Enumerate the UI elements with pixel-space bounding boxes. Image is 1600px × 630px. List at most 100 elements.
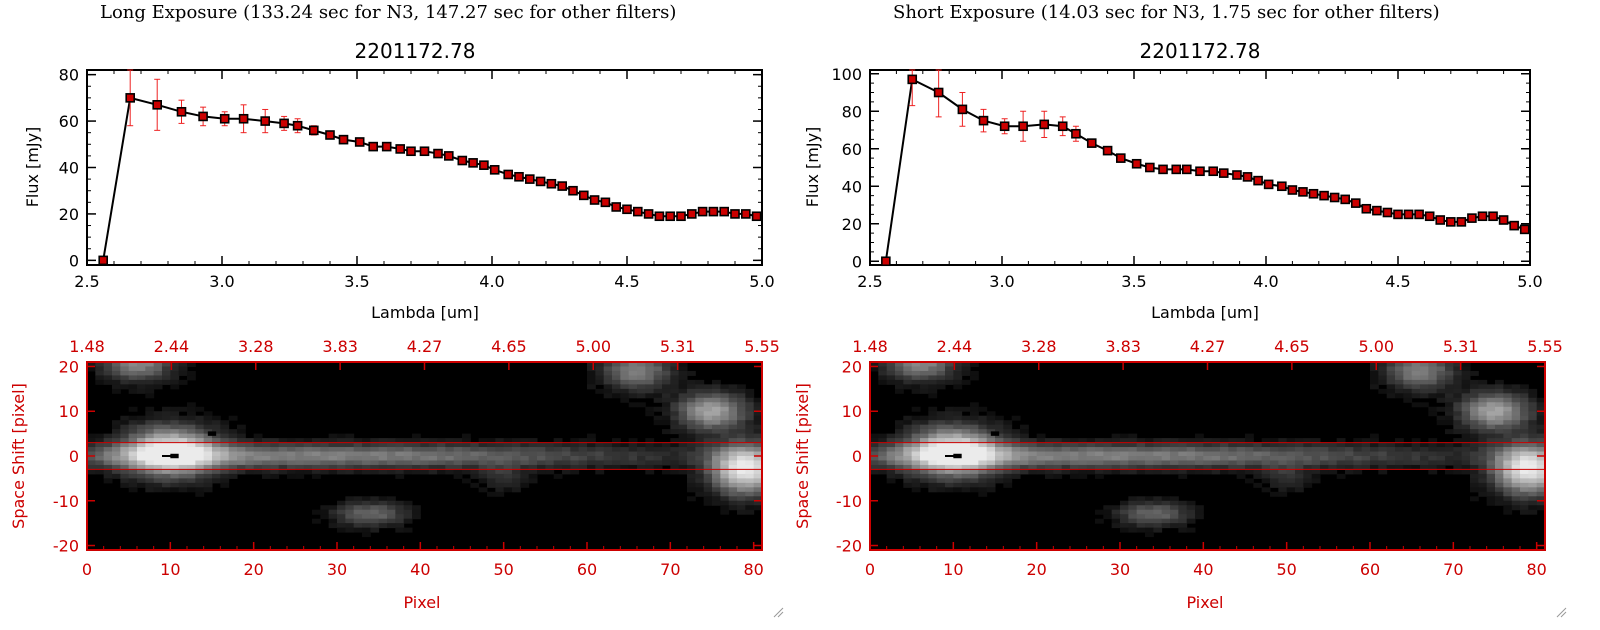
image-pixel bbox=[995, 429, 1004, 435]
image-pixel bbox=[961, 362, 971, 367]
image-pixel bbox=[1078, 456, 1088, 461]
image-pixel bbox=[278, 464, 288, 470]
y-tick-label: 10 bbox=[59, 402, 79, 421]
image-pixel bbox=[528, 469, 538, 475]
image-pixel bbox=[270, 447, 280, 453]
image-pixel bbox=[1420, 388, 1429, 394]
image-pixel bbox=[1136, 451, 1146, 457]
image-pixel bbox=[737, 491, 746, 497]
image-pixel bbox=[137, 442, 146, 448]
image-pixel bbox=[1495, 442, 1504, 448]
image-pixel bbox=[953, 456, 963, 461]
image-pixel bbox=[403, 447, 413, 453]
image-pixel bbox=[145, 393, 155, 399]
image-pixel bbox=[1486, 478, 1496, 484]
image-pixel bbox=[687, 456, 696, 461]
image-pixel bbox=[395, 509, 405, 515]
image-pixel bbox=[1436, 397, 1446, 403]
image-pixel bbox=[478, 442, 488, 448]
image-pixel bbox=[1053, 456, 1063, 461]
image-pixel bbox=[162, 362, 171, 367]
image-pixel bbox=[687, 451, 696, 457]
image-pixel bbox=[87, 451, 96, 457]
image-pixel bbox=[178, 366, 188, 372]
image-pixel bbox=[720, 447, 730, 453]
image-pixel bbox=[1436, 451, 1446, 457]
image-pixel bbox=[1436, 415, 1446, 421]
image-pixel bbox=[345, 433, 355, 439]
image-pixel bbox=[103, 375, 113, 381]
image-pixel bbox=[1145, 496, 1154, 502]
image-pixel bbox=[720, 464, 730, 470]
image-pixel bbox=[1153, 451, 1163, 457]
image-pixel bbox=[1270, 456, 1279, 461]
image-pixel bbox=[978, 433, 988, 439]
resize-grip-icon[interactable] bbox=[772, 606, 784, 618]
data-point bbox=[589, 195, 600, 205]
image-pixel bbox=[1228, 464, 1238, 470]
image-pixel bbox=[995, 433, 1004, 439]
image-pixel bbox=[1086, 451, 1096, 457]
image-pixel bbox=[1520, 402, 1529, 408]
image-pixel bbox=[1303, 460, 1313, 466]
image-pixel bbox=[970, 473, 979, 479]
image-pixel bbox=[753, 406, 763, 412]
image-pixel bbox=[378, 514, 388, 520]
image-pixel bbox=[153, 429, 163, 435]
spectrum-title: 2201172.78 bbox=[355, 39, 476, 63]
top-tick-label: 1.48 bbox=[69, 337, 105, 356]
image-pixel bbox=[1453, 362, 1463, 367]
image-pixel bbox=[478, 487, 488, 493]
image-pixel bbox=[712, 464, 721, 470]
image-pixel bbox=[520, 447, 530, 453]
image-pixel bbox=[703, 456, 713, 461]
image-pixel bbox=[420, 464, 430, 470]
image-pixel bbox=[687, 415, 696, 421]
image-pixel bbox=[195, 491, 205, 497]
image-pixel bbox=[1370, 433, 1379, 439]
image-pixel bbox=[1278, 442, 1288, 448]
image-pixel bbox=[1486, 402, 1496, 408]
top-tick-label: 2.44 bbox=[937, 337, 973, 356]
image-pixel bbox=[928, 406, 938, 412]
image-pixel bbox=[587, 366, 596, 372]
image-pixel bbox=[953, 442, 963, 448]
image-pixel bbox=[128, 370, 138, 376]
image-pixel bbox=[687, 402, 696, 408]
image-pixel bbox=[162, 451, 171, 457]
image-pixel bbox=[212, 438, 221, 444]
image-pixel bbox=[1511, 415, 1521, 421]
image-pixel bbox=[670, 402, 680, 408]
image-pixel bbox=[87, 438, 96, 444]
image-pixel bbox=[737, 402, 746, 408]
image-pixel bbox=[112, 424, 121, 430]
image-pixel bbox=[1178, 509, 1188, 515]
image-pixel bbox=[278, 451, 288, 457]
image-pixel bbox=[662, 429, 671, 435]
image-pixel bbox=[961, 429, 971, 435]
image-pixel bbox=[1453, 464, 1463, 470]
image-pixel bbox=[495, 469, 505, 475]
image-pixel bbox=[137, 460, 146, 466]
image-pixel bbox=[1511, 411, 1521, 417]
image-pixel bbox=[95, 464, 105, 470]
image-pixel bbox=[1353, 460, 1363, 466]
image-pixel bbox=[1478, 473, 1488, 479]
image-pixel bbox=[237, 469, 246, 475]
y-tick-label: -10 bbox=[53, 492, 79, 511]
image-pixel bbox=[112, 473, 121, 479]
image-pixel bbox=[120, 429, 130, 435]
image-pixel bbox=[970, 438, 979, 444]
image-pixel bbox=[495, 487, 505, 493]
image-pixel bbox=[728, 442, 738, 448]
image-pixel bbox=[1111, 456, 1121, 461]
image-pixel bbox=[653, 388, 663, 394]
image-pixel bbox=[1128, 496, 1138, 502]
image-pixel bbox=[587, 379, 596, 385]
image-pixel bbox=[695, 487, 705, 493]
image-pixel bbox=[670, 420, 680, 426]
top-tick-label: 5.31 bbox=[1443, 337, 1479, 356]
image-pixel bbox=[212, 478, 221, 484]
resize-grip-icon[interactable] bbox=[1555, 606, 1567, 618]
image-pixel bbox=[945, 478, 954, 484]
